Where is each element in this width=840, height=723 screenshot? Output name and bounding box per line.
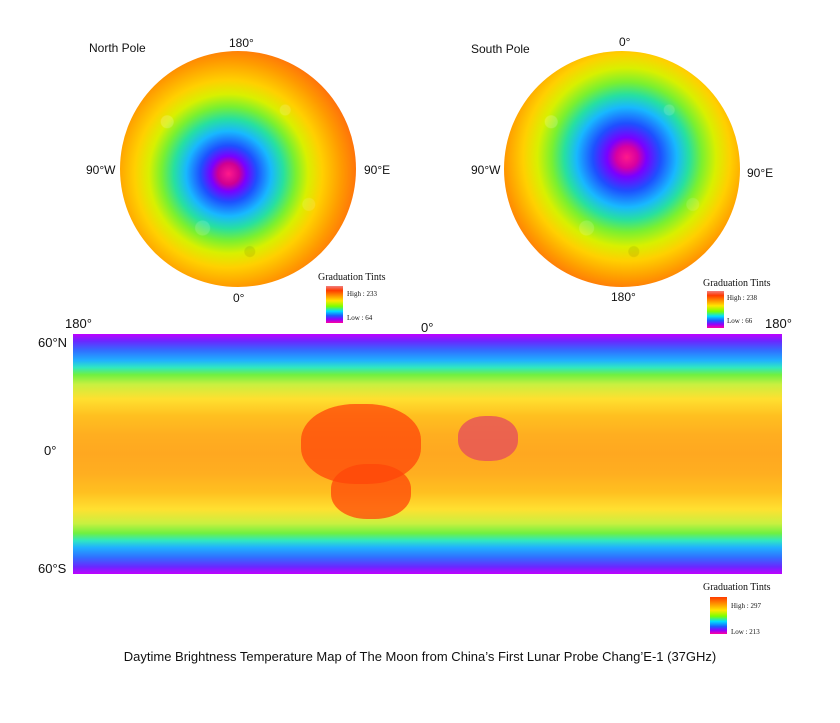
north-pole-temperature-map: [120, 51, 356, 287]
south-legend-title: Graduation Tints: [703, 278, 771, 289]
global-legend-high: High : 297: [731, 602, 761, 610]
global-left-longitude: 180°: [65, 316, 92, 331]
south-pole-temperature-map: [504, 51, 740, 287]
figure-caption: Daytime Brightness Temperature Map of Th…: [123, 649, 717, 664]
latitude-60n-label: 60°N: [38, 335, 68, 350]
north-legend-high: High : 233: [347, 290, 377, 298]
south-legend-low: Low : 66: [727, 317, 753, 325]
global-right-longitude: 180°: [765, 316, 792, 331]
north-legend-title: Graduation Tints: [318, 272, 386, 283]
south-pole-title: South Pole: [471, 42, 530, 56]
maria-region-south: [331, 464, 411, 519]
south-legend-high: High : 238: [727, 294, 757, 302]
south-legend-color-scale: [707, 291, 724, 328]
north-pole-title: North Pole: [89, 41, 146, 55]
north-legend-color-scale: [326, 286, 343, 323]
south-pole-top-label: 0°: [619, 35, 631, 49]
south-pole-left-label: 90°W: [471, 163, 501, 177]
south-pole-bottom-label: 180°: [611, 290, 636, 304]
global-legend-color-scale: [710, 597, 727, 634]
north-pole-bottom-label: 0°: [233, 291, 245, 305]
global-center-longitude: 0°: [421, 320, 434, 335]
north-pole-left-label: 90°W: [86, 163, 116, 177]
global-temperature-map: [73, 334, 782, 574]
global-legend-low: Low : 213: [731, 628, 760, 636]
latitude-equator-label: 0°: [44, 443, 57, 458]
latitude-60s-label: 60°S: [38, 561, 67, 576]
north-legend-low: Low : 64: [347, 314, 373, 322]
global-legend-title: Graduation Tints: [703, 582, 771, 593]
north-pole-right-label: 90°E: [364, 163, 391, 177]
maria-region-east: [458, 416, 518, 461]
north-pole-top-label: 180°: [229, 36, 254, 50]
south-pole-right-label: 90°E: [747, 166, 774, 180]
